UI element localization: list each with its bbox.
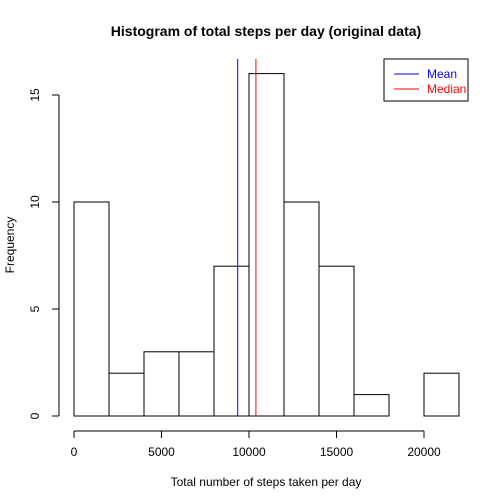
y-axis-label: Frequency: [3, 217, 17, 274]
y-axis: 0 5 10 15: [28, 88, 60, 419]
histogram-bar: [318, 265, 355, 417]
legend-label-mean: Mean: [427, 67, 457, 81]
y-tick-label: 5: [28, 305, 42, 312]
chart-title: Histogram of total steps per day (origin…: [111, 23, 421, 39]
histogram-bar: [213, 265, 250, 417]
histogram-bar: [423, 372, 460, 417]
y-tick-label: 0: [28, 412, 42, 419]
x-tick-label: 20000: [407, 445, 441, 459]
x-axis-label: Total number of steps taken per day: [171, 475, 362, 489]
histogram-bar: [283, 201, 320, 417]
histogram-bar: [178, 351, 215, 417]
x-tick-label: 0: [71, 445, 78, 459]
histogram-bar: [248, 73, 285, 417]
legend-box: [383, 58, 469, 102]
x-tick-label: 10000: [232, 445, 266, 459]
x-axis: 0 5000 10000 15000 20000: [71, 430, 441, 459]
y-tick-label: 10: [28, 195, 42, 209]
x-tick-label: 15000: [320, 445, 354, 459]
x-tick-label: 5000: [148, 445, 175, 459]
legend-label-median: Median: [427, 82, 466, 96]
y-tick-label: 15: [28, 88, 42, 102]
bars-group: [73, 73, 460, 417]
histogram-bar: [143, 351, 180, 417]
histogram-bar: [108, 372, 145, 417]
reference-lines-group: [237, 59, 257, 416]
histogram-bar: [73, 201, 110, 417]
histogram-bar: [353, 394, 390, 417]
